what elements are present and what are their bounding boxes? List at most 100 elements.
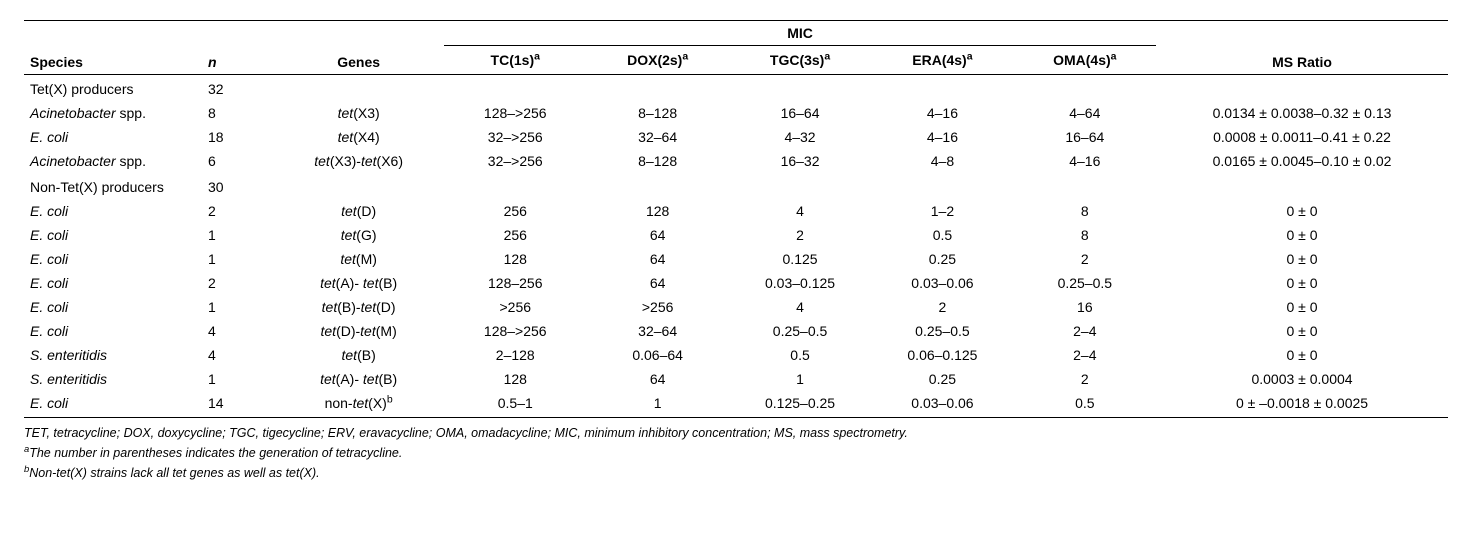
cell-mic-4: 8: [1014, 199, 1156, 223]
cell-ms: 0 ± 0: [1156, 295, 1448, 319]
cell-species: E. coli: [24, 223, 202, 247]
cell-genes: non-tet(X)b: [273, 391, 444, 418]
group-n: 30: [202, 173, 273, 199]
cell-genes: tet(G): [273, 223, 444, 247]
table-row: S. enteritidis1tet(A)- tet(B)1286410.252…: [24, 367, 1448, 391]
cell-ms: 0.0134 ± 0.0038–0.32 ± 0.13: [1156, 101, 1448, 125]
cell-mic-1: 64: [586, 271, 728, 295]
cell-mic-4: 2–4: [1014, 319, 1156, 343]
cell-mic-0: 256: [444, 199, 586, 223]
cell-mic-3: 0.03–0.06: [871, 271, 1013, 295]
cell-mic-0: 0.5–1: [444, 391, 586, 418]
cell-genes: tet(B)-tet(D): [273, 295, 444, 319]
cell-ms: 0 ± 0: [1156, 247, 1448, 271]
col-mic-1: DOX(2s)a: [586, 46, 728, 75]
cell-species: E. coli: [24, 199, 202, 223]
table-row: Acinetobacter spp.8tet(X3)128–>2568–1281…: [24, 101, 1448, 125]
cell-ms: 0 ± 0: [1156, 223, 1448, 247]
cell-species: E. coli: [24, 125, 202, 149]
cell-n: 1: [202, 223, 273, 247]
cell-ms: 0 ± 0: [1156, 271, 1448, 295]
cell-n: 1: [202, 247, 273, 271]
table-header: Species n Genes MIC MS Ratio TC(1s)aDOX(…: [24, 21, 1448, 75]
cell-mic-4: 4–64: [1014, 101, 1156, 125]
group-row: Tet(X) producers32: [24, 75, 1448, 102]
table-row: S. enteritidis4tet(B)2–1280.06–640.50.06…: [24, 343, 1448, 367]
cell-ms: 0 ± 0: [1156, 199, 1448, 223]
cell-mic-4: 16–64: [1014, 125, 1156, 149]
cell-genes: tet(B): [273, 343, 444, 367]
cell-mic-1: 8–128: [586, 101, 728, 125]
cell-mic-0: 128: [444, 247, 586, 271]
cell-ms: 0.0008 ± 0.0011–0.41 ± 0.22: [1156, 125, 1448, 149]
cell-mic-0: 2–128: [444, 343, 586, 367]
cell-ms: 0.0165 ± 0.0045–0.10 ± 0.02: [1156, 149, 1448, 173]
cell-genes: tet(X3): [273, 101, 444, 125]
cell-species: S. enteritidis: [24, 343, 202, 367]
cell-ms: 0.0003 ± 0.0004: [1156, 367, 1448, 391]
col-mic-4: OMA(4s)a: [1014, 46, 1156, 75]
cell-species: E. coli: [24, 319, 202, 343]
cell-mic-3: 0.5: [871, 223, 1013, 247]
table-row: Acinetobacter spp.6tet(X3)-tet(X6)32–>25…: [24, 149, 1448, 173]
cell-mic-4: 0.25–0.5: [1014, 271, 1156, 295]
col-n: n: [202, 21, 273, 75]
cell-mic-0: 128–>256: [444, 319, 586, 343]
cell-mic-2: 0.03–0.125: [729, 271, 871, 295]
cell-mic-1: >256: [586, 295, 728, 319]
cell-mic-3: 0.03–0.06: [871, 391, 1013, 418]
cell-mic-1: 1: [586, 391, 728, 418]
cell-mic-3: 0.25: [871, 367, 1013, 391]
table-row: E. coli2tet(D)25612841–280 ± 0: [24, 199, 1448, 223]
cell-mic-0: 128–>256: [444, 101, 586, 125]
footnote-b: bNon-tet(X) strains lack all tet genes a…: [24, 464, 1448, 483]
cell-genes: tet(M): [273, 247, 444, 271]
cell-mic-1: 128: [586, 199, 728, 223]
footnote-a: aThe number in parentheses indicates the…: [24, 444, 1448, 463]
cell-mic-2: 0.25–0.5: [729, 319, 871, 343]
cell-mic-4: 4–16: [1014, 149, 1156, 173]
cell-mic-3: 0.25: [871, 247, 1013, 271]
col-mic-0: TC(1s)a: [444, 46, 586, 75]
cell-n: 2: [202, 199, 273, 223]
col-species: Species: [24, 21, 202, 75]
cell-n: 1: [202, 295, 273, 319]
col-ms-ratio: MS Ratio: [1156, 21, 1448, 75]
table-row: E. coli1tet(G)2566420.580 ± 0: [24, 223, 1448, 247]
cell-genes: tet(D)-tet(M): [273, 319, 444, 343]
cell-mic-2: 1: [729, 367, 871, 391]
table-body: Tet(X) producers32Acinetobacter spp.8tet…: [24, 75, 1448, 418]
cell-mic-4: 16: [1014, 295, 1156, 319]
cell-genes: tet(A)- tet(B): [273, 367, 444, 391]
cell-mic-1: 64: [586, 223, 728, 247]
cell-mic-2: 16–32: [729, 149, 871, 173]
cell-ms: 0 ± 0: [1156, 343, 1448, 367]
table-row: E. coli1tet(B)-tet(D)>256>25642160 ± 0: [24, 295, 1448, 319]
cell-mic-3: 4–16: [871, 101, 1013, 125]
cell-mic-1: 32–64: [586, 319, 728, 343]
cell-species: E. coli: [24, 271, 202, 295]
cell-mic-0: >256: [444, 295, 586, 319]
cell-mic-0: 32–>256: [444, 149, 586, 173]
cell-species: Acinetobacter spp.: [24, 101, 202, 125]
cell-genes: tet(A)- tet(B): [273, 271, 444, 295]
cell-genes: tet(X4): [273, 125, 444, 149]
cell-n: 4: [202, 319, 273, 343]
cell-mic-3: 0.06–0.125: [871, 343, 1013, 367]
table-row: E. coli4tet(D)-tet(M)128–>25632–640.25–0…: [24, 319, 1448, 343]
cell-mic-2: 4: [729, 295, 871, 319]
cell-mic-2: 4: [729, 199, 871, 223]
footnote-abbrev: TET, tetracycline; DOX, doxycycline; TGC…: [24, 424, 1448, 443]
cell-species: E. coli: [24, 391, 202, 418]
table-row: E. coli2tet(A)- tet(B)128–256640.03–0.12…: [24, 271, 1448, 295]
cell-mic-1: 64: [586, 247, 728, 271]
cell-ms: 0 ± 0: [1156, 319, 1448, 343]
cell-mic-2: 4–32: [729, 125, 871, 149]
cell-mic-2: 16–64: [729, 101, 871, 125]
mic-table: Species n Genes MIC MS Ratio TC(1s)aDOX(…: [24, 20, 1448, 418]
cell-mic-2: 0.125–0.25: [729, 391, 871, 418]
col-genes: Genes: [273, 21, 444, 75]
cell-species: S. enteritidis: [24, 367, 202, 391]
cell-mic-3: 1–2: [871, 199, 1013, 223]
cell-n: 18: [202, 125, 273, 149]
